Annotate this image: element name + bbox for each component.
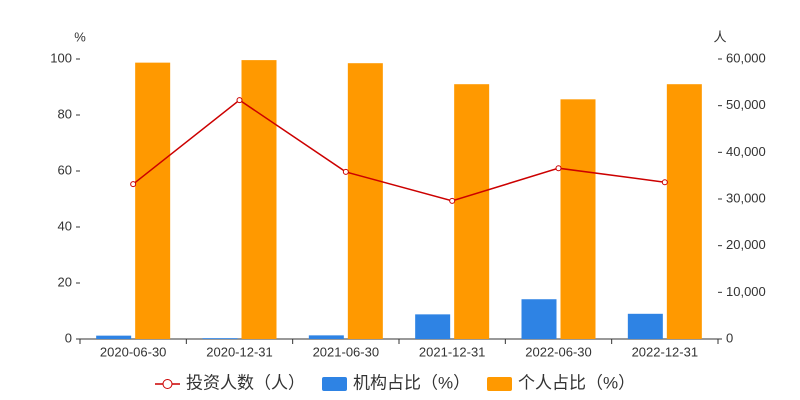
bar bbox=[241, 60, 277, 340]
legend: 投资人数（人） 机构占比（%） 个人占比（%） bbox=[155, 373, 635, 392]
line bbox=[132, 99, 665, 202]
y-tick-label: 20 bbox=[58, 274, 72, 289]
y2-axis-label: 人 bbox=[713, 29, 726, 44]
y-tick-label: 40 bbox=[58, 218, 72, 233]
bar bbox=[627, 313, 663, 339]
y2-tick-label: 10,000 bbox=[726, 284, 766, 299]
legend-swatch bbox=[322, 377, 347, 391]
y2-tick-label: 20,000 bbox=[726, 237, 766, 252]
bar bbox=[454, 84, 490, 339]
y-axis-label: % bbox=[74, 29, 86, 44]
y-tick-label: 100 bbox=[50, 50, 72, 65]
legend-label: 机构占比（%） bbox=[353, 373, 470, 392]
x-tick-label: 2022-12-31 bbox=[632, 344, 699, 359]
y2-tick-label: 50,000 bbox=[726, 97, 766, 112]
bar bbox=[347, 63, 383, 339]
line-point bbox=[661, 179, 668, 186]
bar bbox=[415, 314, 451, 339]
x-tick-label: 2020-12-31 bbox=[206, 344, 273, 359]
legend-label: 投资人数（人） bbox=[186, 373, 305, 392]
bar bbox=[308, 335, 344, 339]
x-tick-label: 2021-06-30 bbox=[313, 344, 380, 359]
bar bbox=[135, 62, 171, 339]
x-tick-label: 2022-06-30 bbox=[525, 344, 592, 359]
y2-tick-label: 30,000 bbox=[726, 190, 766, 205]
bar bbox=[202, 338, 238, 339]
y2-tick-label: 60,000 bbox=[726, 50, 766, 65]
line-point bbox=[130, 181, 137, 188]
bar bbox=[560, 99, 596, 339]
line-point bbox=[236, 97, 243, 104]
bar bbox=[666, 84, 702, 339]
legend-swatch bbox=[487, 377, 512, 391]
line-point bbox=[555, 165, 562, 172]
y2-tick-label: 40,000 bbox=[726, 144, 766, 159]
line-point bbox=[449, 197, 456, 204]
x-tick-label: 2020-06-30 bbox=[100, 344, 167, 359]
y2-tick-label: 0 bbox=[726, 330, 733, 345]
legend-label: 个人占比（%） bbox=[518, 373, 635, 392]
bar bbox=[96, 335, 132, 339]
y-tick-label: 80 bbox=[58, 106, 72, 121]
legend-marker bbox=[162, 379, 173, 389]
line-point bbox=[342, 168, 349, 175]
y-tick-label: 0 bbox=[65, 330, 72, 345]
y-tick-label: 60 bbox=[58, 162, 72, 177]
bar bbox=[521, 299, 557, 339]
x-tick-label: 2021-12-31 bbox=[419, 344, 486, 359]
